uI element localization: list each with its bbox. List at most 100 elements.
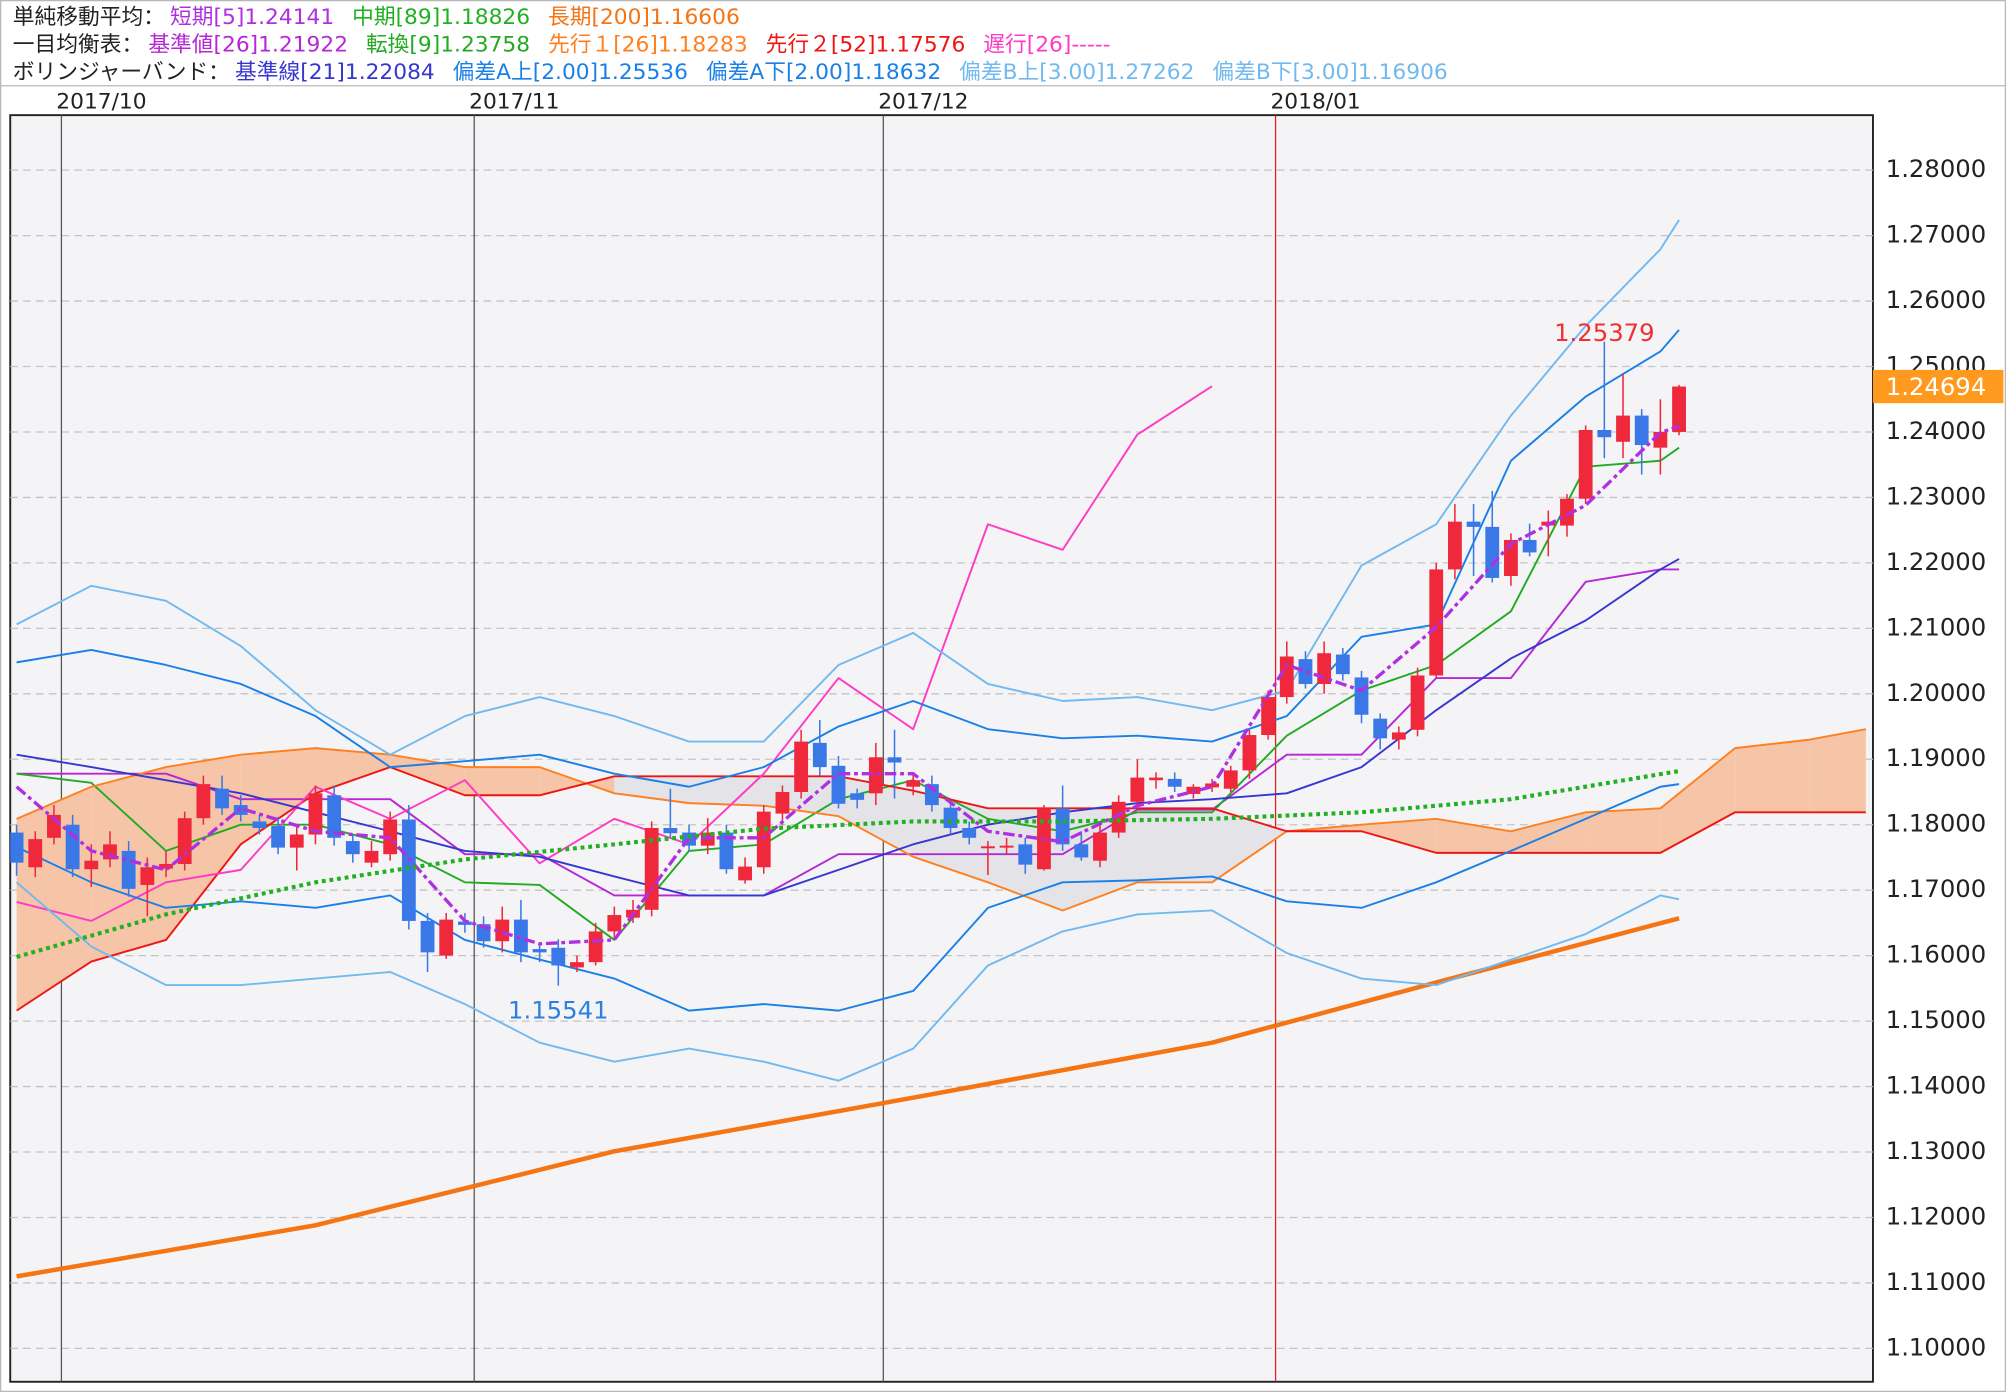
cloud-fill: [315, 748, 391, 794]
candle-body: [1597, 430, 1612, 438]
candle-body: [1149, 777, 1163, 781]
candle-body: [1466, 521, 1481, 527]
candle-body: [850, 793, 865, 800]
candle-body: [775, 791, 790, 814]
legend-value: -----: [1071, 32, 1110, 57]
legend-value: 1.21922: [258, 32, 348, 57]
legend-value: 1.17576: [875, 32, 965, 57]
candle-body: [252, 821, 267, 828]
cloud-fill: [1809, 729, 1866, 813]
candle-body: [1205, 783, 1219, 788]
high-annotation: 1.25379: [1554, 318, 1654, 347]
plot-area: [9, 114, 1874, 1383]
candle-body: [271, 826, 286, 848]
legend-value: 1.16906: [1358, 60, 1448, 85]
plot-layer: [10, 115, 1873, 1382]
candle-body: [140, 867, 155, 885]
candle-body: [457, 921, 472, 925]
candle-body: [1354, 677, 1369, 715]
candle-body: [1074, 844, 1089, 858]
legend-name: 中期[89]: [352, 5, 440, 30]
y-tick-label: 1.26000: [1886, 285, 1986, 314]
candle-body: [588, 931, 603, 963]
y-tick-label: 1.24000: [1886, 416, 1986, 445]
legend-name: 基準線[21]: [235, 60, 345, 85]
candle-body: [495, 919, 510, 942]
legend-name: 偏差B下[3.00]: [1212, 60, 1357, 85]
candle-body: [1261, 697, 1276, 736]
cloud-fill: [1361, 818, 1437, 853]
candle-body: [177, 818, 192, 864]
cloud-fill: [1436, 818, 1511, 853]
y-tick-label: 1.15000: [1886, 1005, 1986, 1034]
legend-value: 1.18826: [440, 5, 530, 30]
legend-value: 1.22084: [345, 60, 435, 85]
y-tick-label: 1.18000: [1886, 809, 1986, 838]
legend-value: 1.25536: [598, 60, 688, 85]
candle-body: [1055, 808, 1070, 845]
x-tick-label: 2017/10: [56, 89, 146, 114]
legend-group-title: 単純移動平均：: [13, 5, 165, 30]
x-tick-label: 2017/11: [469, 89, 559, 114]
legend-name: 長期[200]: [548, 5, 650, 30]
indicator-line: [16, 769, 1680, 959]
y-tick-label: 1.20000: [1886, 678, 1986, 707]
candle-body: [308, 793, 323, 835]
candle-body: [868, 757, 883, 794]
legend-name: 転換[9]: [366, 32, 440, 57]
y-tick-label: 1.12000: [1886, 1201, 1986, 1230]
candle-body: [607, 915, 622, 932]
candle-body: [738, 866, 752, 881]
candle-body: [1279, 656, 1294, 698]
y-tick-label: 1.16000: [1886, 940, 1986, 969]
y-tick-label: 1.21000: [1886, 612, 1986, 641]
y-tick-label: 1.19000: [1886, 743, 1986, 772]
candle-body: [439, 919, 454, 956]
candle-body: [1223, 770, 1238, 789]
candle-body: [794, 741, 809, 792]
candle-body: [159, 863, 173, 869]
legend-row: 単純移動平均： 短期[5]1.24141 中期[89]1.18826 長期[200]1…: [13, 5, 740, 30]
indicator-line: [16, 219, 1680, 756]
candle-body: [570, 962, 584, 968]
candle-body: [719, 832, 734, 870]
candle-body: [1429, 569, 1444, 676]
legend-value: 1.16606: [650, 5, 740, 30]
legend-name: 遅行[26]: [983, 32, 1071, 57]
legend-name: 偏差A下[2.00]: [706, 60, 851, 85]
candle-body: [1130, 777, 1145, 802]
y-tick-label: 1.14000: [1886, 1071, 1986, 1100]
candle-body: [1335, 654, 1350, 675]
candle-body: [551, 947, 566, 966]
overlay-layer: 1.10000 1.11000 1.12000 1.13000 1.14000 1.150…: [13, 5, 2004, 1361]
indicator-line: [16, 783, 1680, 1012]
candle-body: [10, 832, 24, 863]
candle-body: [812, 742, 827, 768]
legend-name: 先行１[26]: [548, 32, 658, 57]
candle-body: [65, 824, 80, 870]
indicator-line: [16, 916, 1680, 1279]
candle-body: [1522, 539, 1537, 553]
candle-body: [1018, 844, 1033, 865]
candle-body: [1672, 386, 1686, 432]
legend-group-title: 一目均衡表：: [13, 32, 143, 57]
indicator-line: [16, 766, 1866, 1012]
last-price-label: 1.24694: [1886, 372, 1986, 401]
candle-body: [1298, 659, 1313, 684]
legend-name: 偏差A上[2.00]: [453, 60, 598, 85]
x-tick-label: 2018/01: [1270, 89, 1360, 114]
candle-body: [644, 827, 659, 910]
candle-body: [1167, 778, 1182, 787]
y-tick-label: 1.28000: [1886, 154, 1986, 183]
x-tick-label: 2017/12: [878, 89, 968, 114]
candle-body: [327, 795, 342, 838]
indicator-line: [16, 558, 1680, 897]
cloud-fill: [1735, 739, 1810, 813]
candle-body: [1447, 521, 1462, 570]
candle-body: [981, 846, 995, 849]
legend-value: 1.24141: [244, 5, 334, 30]
candle-body: [84, 860, 99, 870]
candle-body: [196, 784, 211, 819]
y-tick-label: 1.17000: [1886, 874, 1986, 903]
